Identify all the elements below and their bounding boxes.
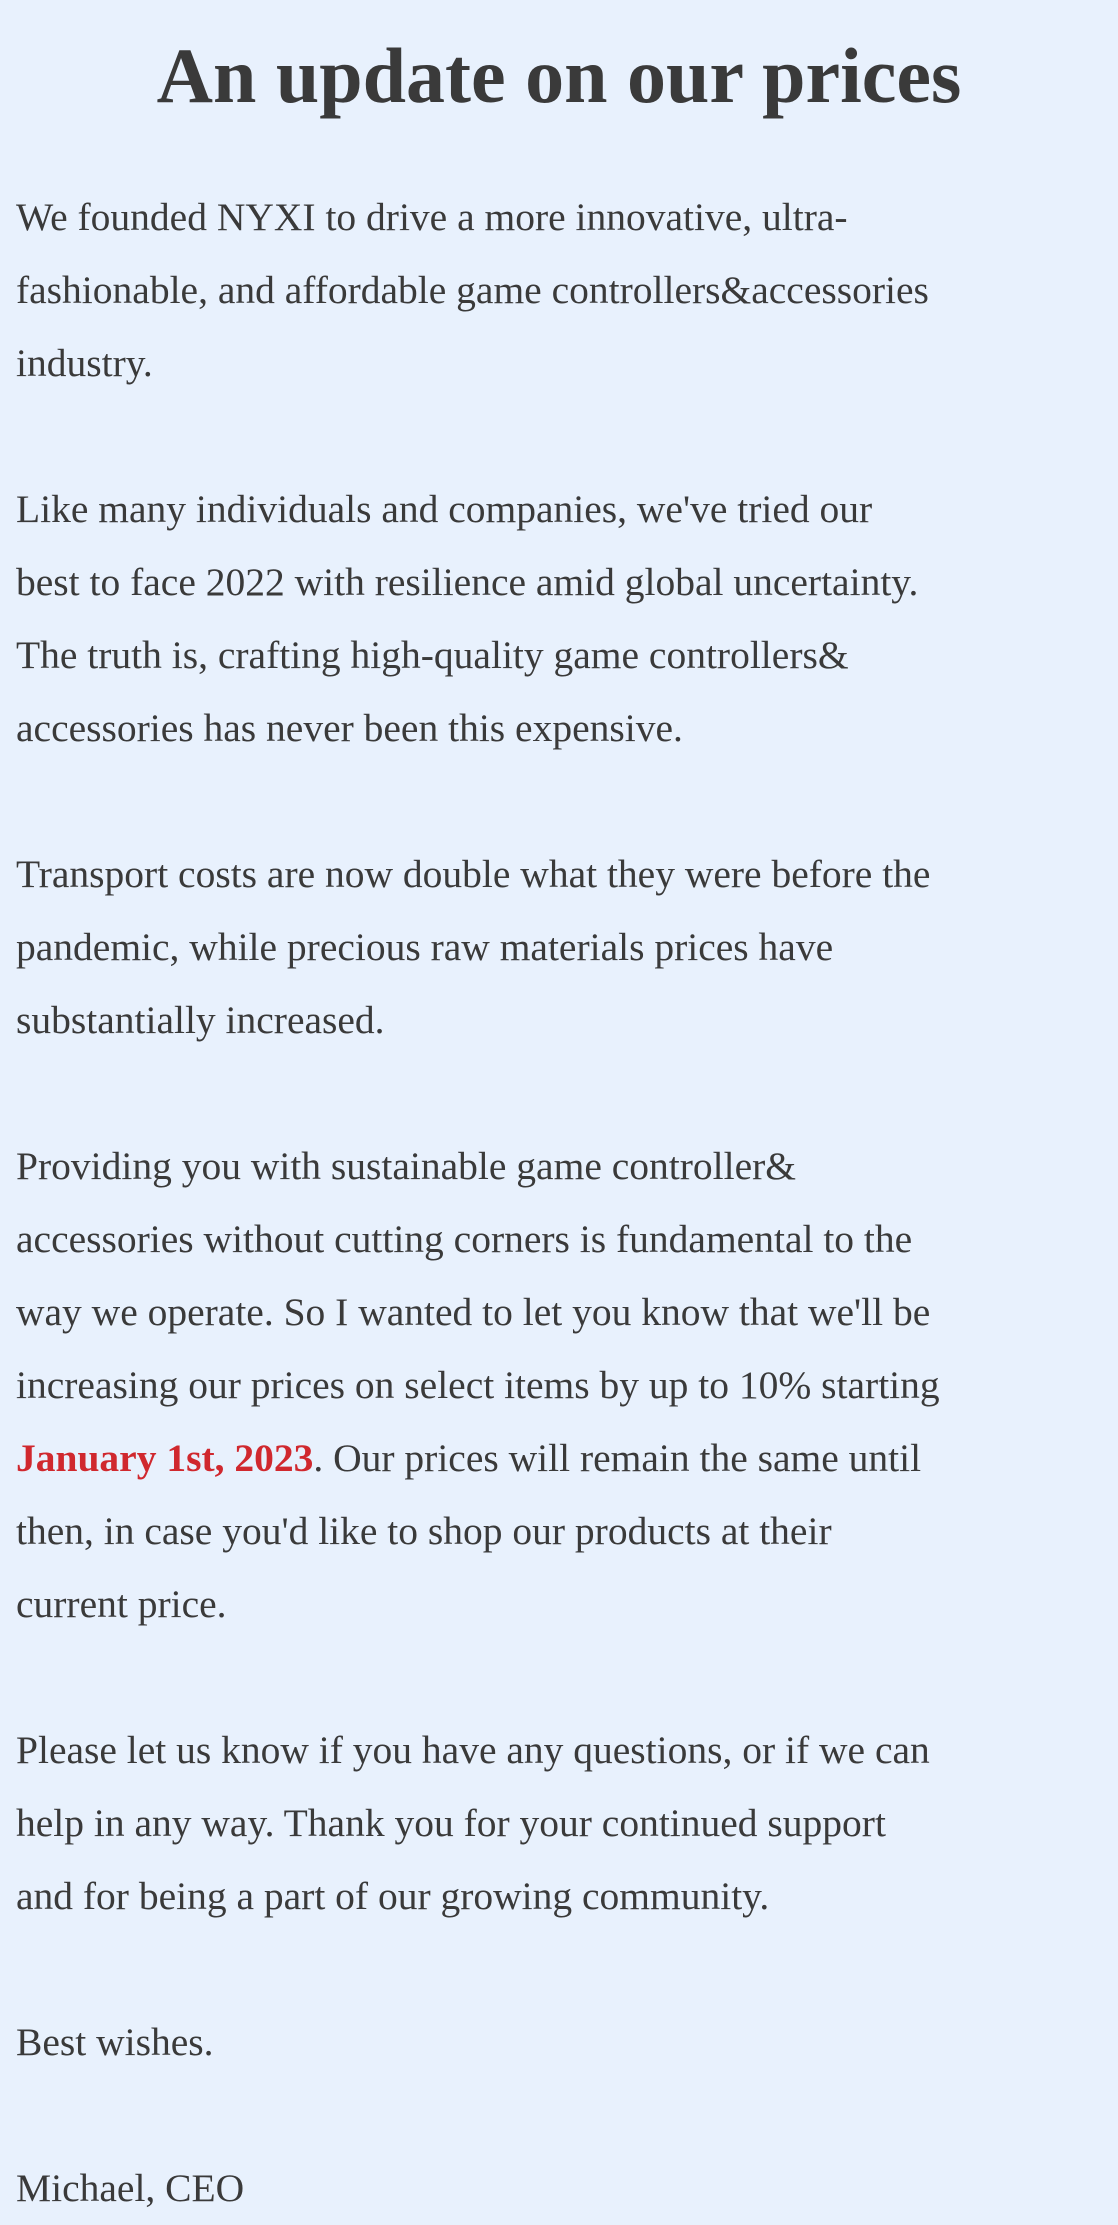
text-segment: industry. — [16, 341, 153, 385]
text-segment: Transport costs are now double what they… — [16, 852, 931, 896]
text-segment: fashionable, and affordable game control… — [16, 268, 929, 312]
text-segment: The truth is, crafting high-quality game… — [16, 633, 849, 677]
text-line: substantially increased. — [16, 984, 1118, 1057]
text-line: fashionable, and affordable game control… — [16, 254, 1118, 327]
text-line: Best wishes. — [16, 2006, 1118, 2079]
paragraph: Providing you with sustainable game cont… — [16, 1130, 1118, 1641]
text-segment: accessories has never been this expensiv… — [16, 706, 683, 750]
text-line: best to face 2022 with resilience amid g… — [16, 546, 1118, 619]
text-line: industry. — [16, 327, 1118, 400]
paragraph: Like many individuals and companies, we'… — [16, 473, 1118, 765]
text-line: January 1st, 2023. Our prices will remai… — [16, 1422, 1118, 1495]
text-line: way we operate. So I wanted to let you k… — [16, 1276, 1118, 1349]
text-line: accessories without cutting corners is f… — [16, 1203, 1118, 1276]
text-segment: then, in case you'd like to shop our pro… — [16, 1509, 832, 1553]
text-line: Please let us know if you have any quest… — [16, 1714, 1118, 1787]
text-line: then, in case you'd like to shop our pro… — [16, 1495, 1118, 1568]
text-line: current price. — [16, 1568, 1118, 1641]
text-segment: Please let us know if you have any quest… — [16, 1728, 930, 1772]
text-line: Providing you with sustainable game cont… — [16, 1130, 1118, 1203]
text-segment: Like many individuals and companies, we'… — [16, 487, 873, 531]
text-line: help in any way. Thank you for your cont… — [16, 1787, 1118, 1860]
text-line: and for being a part of our growing comm… — [16, 1860, 1118, 1933]
text-line: Transport costs are now double what they… — [16, 838, 1118, 911]
paragraph: We founded NYXI to drive a more innovati… — [16, 181, 1118, 400]
text-line: pandemic, while precious raw materials p… — [16, 911, 1118, 984]
text-segment: help in any way. Thank you for your cont… — [16, 1801, 886, 1845]
text-segment: increasing our prices on select items by… — [16, 1363, 940, 1407]
text-line: The truth is, crafting high-quality game… — [16, 619, 1118, 692]
text-line: We founded NYXI to drive a more innovati… — [16, 181, 1118, 254]
text-segment: . Our prices will remain the same until — [313, 1436, 922, 1480]
text-segment: pandemic, while precious raw materials p… — [16, 925, 834, 969]
paragraph: Best wishes. — [16, 2006, 1118, 2079]
text-line: Like many individuals and companies, we'… — [16, 473, 1118, 546]
text-segment: Michael, CEO — [16, 2166, 245, 2210]
page-title: An update on our prices — [156, 32, 962, 119]
letter-body: We founded NYXI to drive a more innovati… — [0, 181, 1118, 2225]
highlighted-date: January 1st, 2023 — [16, 1436, 314, 1480]
text-segment: substantially increased. — [16, 998, 385, 1042]
paragraph: Michael, CEO — [16, 2152, 1118, 2225]
text-segment: way we operate. So I wanted to let you k… — [16, 1290, 931, 1334]
text-segment: We founded NYXI to drive a more innovati… — [16, 195, 848, 239]
text-segment: and for being a part of our growing comm… — [16, 1874, 770, 1918]
text-line: accessories has never been this expensiv… — [16, 692, 1118, 765]
text-segment: Best wishes. — [16, 2020, 214, 2064]
text-segment: accessories without cutting corners is f… — [16, 1217, 913, 1261]
text-segment: current price. — [16, 1582, 227, 1626]
paragraph: Transport costs are now double what they… — [16, 838, 1118, 1057]
text-segment: best to face 2022 with resilience amid g… — [16, 560, 919, 604]
text-segment: Providing you with sustainable game cont… — [16, 1144, 796, 1188]
text-line: increasing our prices on select items by… — [16, 1349, 1118, 1422]
text-line: Michael, CEO — [16, 2152, 1118, 2225]
paragraph: Please let us know if you have any quest… — [16, 1714, 1118, 1933]
